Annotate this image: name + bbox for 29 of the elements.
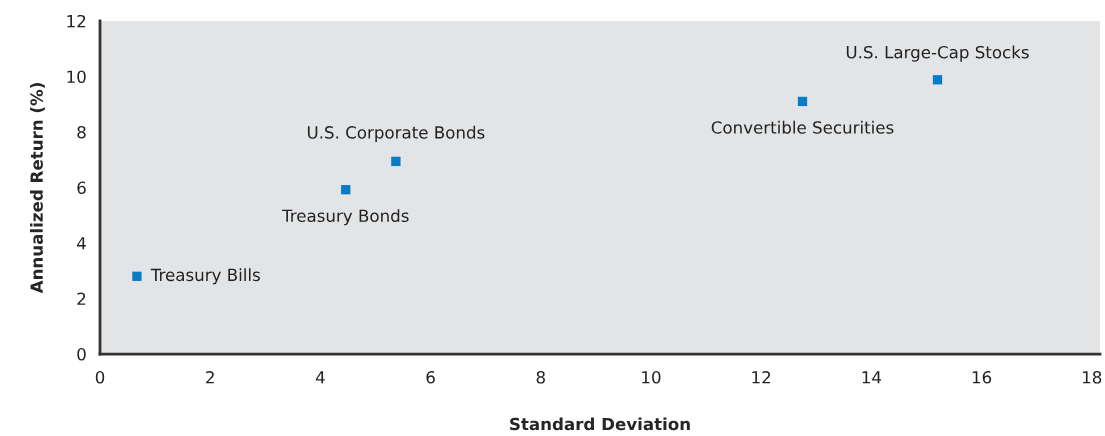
y-tick-label: 6 xyxy=(77,181,86,195)
annotation: U.S. Corporate Bonds xyxy=(307,125,485,142)
x-tick-label: 4 xyxy=(315,371,325,384)
x-tick-label: 16 xyxy=(972,370,992,384)
annotation: U.S. Large-Cap Stocks xyxy=(846,45,1029,62)
point xyxy=(932,75,943,85)
x-tick-label: 6 xyxy=(426,370,435,384)
annotation: Convertible Securities xyxy=(711,120,894,134)
x-tick-label: 10 xyxy=(642,370,661,384)
x-tick-label: 12 xyxy=(752,370,771,384)
y-axis-title: Annualized Return (%) xyxy=(30,83,45,294)
y-tick-label: 0 xyxy=(77,347,86,361)
annotation: Treasury Bonds xyxy=(282,209,409,226)
y-tick-label: 12 xyxy=(67,14,86,28)
x-axis-title: Standard Deviation xyxy=(510,417,690,431)
point xyxy=(391,156,401,167)
y-tick-label: 8 xyxy=(77,125,86,139)
x-tick-label: 18 xyxy=(1082,370,1102,384)
point xyxy=(341,185,351,195)
annotation: Treasury Bills xyxy=(150,268,260,285)
x-tick-label: 2 xyxy=(206,370,214,384)
y-tick-label: 4 xyxy=(77,237,86,250)
point xyxy=(797,96,808,107)
point xyxy=(132,271,142,281)
x-tick-label: 14 xyxy=(862,371,882,384)
x-tick-label: 8 xyxy=(536,370,545,384)
y-tick-label: 10 xyxy=(67,70,86,84)
x-tick-label: 0 xyxy=(95,370,105,384)
y-tick-label: 2 xyxy=(77,292,86,305)
